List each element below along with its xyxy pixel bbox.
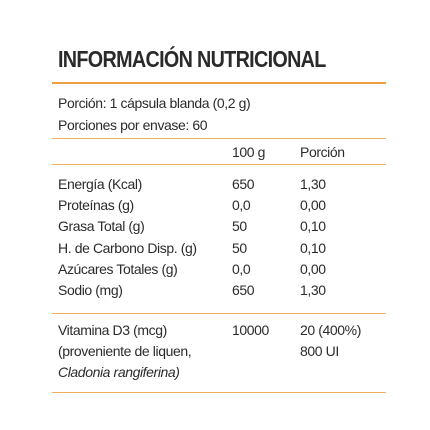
vitamin-label: Vitamina D3 (mcg) — [58, 322, 167, 338]
value-per-100g: 0,0 — [232, 197, 251, 214]
servings-per-pack: Porciones por envase: 60 — [58, 117, 208, 133]
value-per-portion: 0,10 — [300, 239, 326, 256]
value-per-100g: 50 — [232, 239, 247, 256]
nutrient-name: Grasa Total (g) — [58, 218, 145, 235]
divider — [52, 313, 386, 314]
serving-size: Porción: 1 cápsula blanda (0,2 g) — [58, 95, 251, 111]
vitamin-per-portion: 20 (400%) — [300, 322, 361, 338]
vitamin-source-species: Cladonia rangiferina) — [58, 364, 180, 380]
value-per-100g: 650 — [232, 282, 255, 298]
value-per-portion: 1,30 — [300, 176, 326, 192]
nutrient-name: Sodio (mg) — [58, 282, 123, 298]
value-per-100g: 0,0 — [232, 260, 251, 277]
nutrient-name: Proteínas (g) — [58, 197, 134, 214]
value-per-portion: 1,30 — [300, 282, 326, 298]
nutrient-name: Azúcares Totales (g) — [58, 260, 178, 277]
nutrient-name: H. de Carbono Disp. (g) — [58, 239, 197, 256]
value-per-portion: 0,10 — [300, 218, 326, 235]
divider — [52, 138, 386, 139]
vitamin-source: (proveniente de liquen, — [58, 343, 192, 359]
value-per-100g: 50 — [232, 218, 247, 235]
column-header: Porción — [300, 144, 345, 160]
vitamin-per-100g: 10000 — [232, 322, 269, 338]
divider — [52, 392, 386, 393]
value-per-portion: 0,00 — [300, 197, 326, 214]
value-per-portion: 0,00 — [300, 260, 326, 277]
divider — [52, 82, 386, 84]
column-header: 100 g — [232, 144, 266, 160]
divider — [52, 164, 386, 165]
nutrient-name: Energía (Kcal) — [58, 176, 142, 192]
vitamin-per-portion-ui: 800 UI — [300, 343, 339, 359]
title: INFORMACIÓN NUTRICIONAL — [58, 46, 326, 72]
value-per-100g: 650 — [232, 176, 255, 192]
